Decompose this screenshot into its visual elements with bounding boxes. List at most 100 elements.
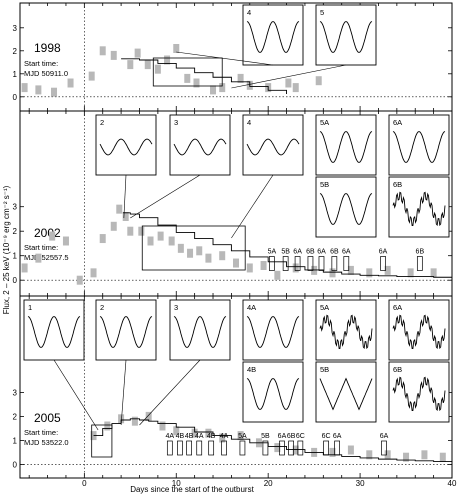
annotation-label: 5B xyxy=(261,433,270,440)
asm-data-point xyxy=(366,450,373,460)
pca-light-curve-2005 xyxy=(93,418,453,462)
observation-box xyxy=(282,256,289,271)
asm-data-point xyxy=(191,428,198,438)
panel-start-mjd-2005: MJD 53522.0 xyxy=(24,438,69,447)
inset-2005-6B-label: 6B xyxy=(393,365,402,374)
asm-data-point xyxy=(35,85,42,95)
inset-connector xyxy=(231,64,347,89)
asm-data-point xyxy=(67,78,74,88)
inset-connector xyxy=(176,51,274,66)
inset-connector xyxy=(120,359,127,426)
inset-2005-3-frame xyxy=(169,299,231,361)
annotation-label: 6A xyxy=(379,249,388,256)
x-tick-label: 40 xyxy=(448,479,457,488)
inset-2002-4-profile xyxy=(246,138,300,156)
y-tick-label-1998: 3 xyxy=(13,24,18,33)
asm-data-point xyxy=(144,60,151,70)
asm-data-point xyxy=(347,265,354,275)
asm-data-point xyxy=(145,411,152,421)
y-tick-label-2005: 3 xyxy=(13,388,18,397)
panel-2005-labels: 2005 Start time: MJD 53522.0 xyxy=(24,411,69,447)
asm-data-point xyxy=(62,236,69,246)
inset-2005-5B-label: 5B xyxy=(320,365,329,374)
asm-data-point xyxy=(21,263,28,273)
inset-2005-1-frame xyxy=(23,299,85,361)
x-tick-label: 10 xyxy=(172,479,181,488)
asm-data-point xyxy=(274,270,281,280)
asm-data-point xyxy=(219,83,226,93)
asm-data-point xyxy=(260,261,267,270)
inset-2002-6B-frame xyxy=(388,176,450,238)
asm-data-point xyxy=(147,236,154,246)
inset-2002-5A-label: 5A xyxy=(320,118,329,127)
selection-box-2005 xyxy=(91,424,113,458)
observation-box xyxy=(166,440,173,456)
selection-box-2002 xyxy=(141,225,246,271)
y-tick-label-2002: 2 xyxy=(13,227,18,236)
annotation-label: 4A xyxy=(220,433,229,440)
inset-1998-4-profile xyxy=(246,21,300,53)
inset-2002-4-label: 4 xyxy=(247,118,251,127)
panel-year-1998: 1998 xyxy=(34,41,61,55)
observation-box xyxy=(221,440,227,456)
annotation-label: 4B xyxy=(207,433,216,440)
asm-data-point xyxy=(246,263,253,273)
asm-data-point xyxy=(187,248,194,258)
inset-2002-6B-label: 6B xyxy=(393,180,402,189)
x-tick-label: 20 xyxy=(264,479,273,488)
inset-2005-5A-profile xyxy=(319,314,373,350)
y-tick-label-2005: 0 xyxy=(13,460,18,469)
observation-box xyxy=(288,440,294,456)
asm-data-point xyxy=(366,268,373,278)
observation-box xyxy=(318,256,325,271)
observation-box xyxy=(416,256,423,271)
panel-1998-labels: 1998 Start time: MJD 50911.0 xyxy=(24,41,68,78)
annotation-label: 6A xyxy=(333,433,342,440)
annotation-label: 6B xyxy=(306,249,315,256)
panel-start-label-2005: Start time: xyxy=(24,428,58,437)
panel-start-label-2002: Start time: xyxy=(24,243,58,252)
observation-box xyxy=(177,440,183,456)
asm-data-point xyxy=(439,452,446,462)
asm-data-point xyxy=(173,426,180,436)
annotation-label: 4B xyxy=(176,433,185,440)
annotation-label: 6C xyxy=(322,433,331,440)
inset-2002-5A-profile xyxy=(319,131,373,163)
asm-data-point xyxy=(233,258,239,268)
observation-box xyxy=(279,440,285,456)
y-tick-label-1998: 2 xyxy=(13,47,18,56)
inset-2002-6A-label: 6A xyxy=(393,118,402,127)
asm-data-point xyxy=(329,268,336,278)
observation-box xyxy=(268,256,275,271)
asm-data-point xyxy=(384,265,391,275)
observation-box xyxy=(196,440,203,456)
asm-data-point xyxy=(118,414,125,424)
x-tick-label: 0 xyxy=(82,479,87,488)
asm-data-point xyxy=(384,450,391,460)
annotation-label: 6A xyxy=(342,249,351,256)
inset-2005-6A-frame xyxy=(388,299,450,361)
inset-connector xyxy=(139,359,201,426)
asm-data-point xyxy=(329,447,336,457)
asm-data-point xyxy=(21,83,28,93)
inset-2005-5B-profile xyxy=(319,377,373,411)
inset-connector xyxy=(130,174,201,219)
inset-2005-6A-profile xyxy=(392,314,446,350)
asm-data-point xyxy=(131,416,138,426)
inset-2005-4B-label: 4B xyxy=(247,365,256,374)
inset-2002-2-label: 2 xyxy=(100,118,104,127)
asm-data-point xyxy=(292,263,299,273)
asm-data-point xyxy=(90,268,97,278)
asm-data-point xyxy=(122,212,129,221)
inset-2002-3-profile xyxy=(173,138,227,156)
asm-data-point xyxy=(430,268,437,278)
inset-2005-4A-label: 4A xyxy=(247,303,256,312)
inset-2005-2-profile xyxy=(99,316,153,348)
asm-data-point xyxy=(403,452,410,462)
asm-data-point xyxy=(285,78,292,88)
panel-start-mjd-2002: MJD 52557.5 xyxy=(24,253,69,262)
panel-start-mjd-1998: MJD 50911.0 xyxy=(24,69,68,78)
asm-data-point xyxy=(219,433,226,443)
observation-box xyxy=(239,440,246,456)
